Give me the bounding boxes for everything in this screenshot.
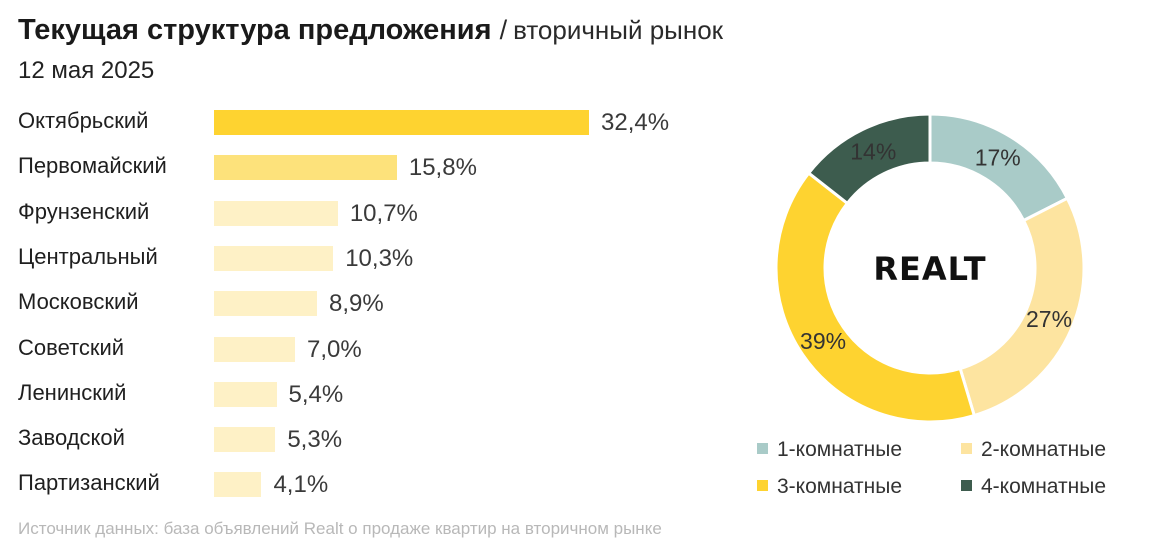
bar — [214, 427, 276, 453]
chart-title: Текущая структура предложения / вторичный … — [18, 14, 723, 47]
bar — [214, 200, 338, 226]
donut-slice-label: 14% — [850, 139, 896, 165]
legend-item: 2-комнатные — [961, 438, 1106, 462]
bar-category-label: Фрунзенский — [18, 198, 150, 224]
bar-value-label: 32,4% — [601, 109, 670, 136]
donut-slice-label: 27% — [1026, 306, 1072, 332]
title-separator: / — [499, 15, 508, 45]
donut-slice — [806, 112, 932, 206]
bar-value-label: 5,4% — [288, 380, 344, 408]
bar — [214, 381, 277, 407]
donut-slice-label: 17% — [975, 145, 1021, 171]
legend-item: 3-комнатные — [757, 475, 902, 499]
bar — [214, 155, 397, 181]
bar-category-label: Советский — [18, 334, 125, 360]
legend-swatch — [757, 443, 768, 454]
bar-value-label: 10,7% — [349, 199, 418, 227]
report-date: 12 мая 2025 — [18, 57, 155, 84]
bar-category-label: Первомайский — [18, 153, 167, 179]
bar-value-label: 15,8% — [408, 154, 477, 182]
bar — [214, 245, 334, 271]
bar-category-label: Ленинский — [18, 379, 127, 405]
bar-category-label: Партизанский — [18, 470, 160, 496]
bar-value-label: 5,3% — [287, 426, 343, 454]
legend-swatch — [961, 480, 972, 491]
donut-slice — [958, 196, 1086, 418]
title-subtitle: вторичный рынок — [513, 15, 724, 45]
bar-category-label: Московский — [18, 289, 139, 315]
legend-label: 2-комнатные — [981, 438, 1107, 461]
legend-swatch — [961, 443, 972, 454]
donut-slice — [774, 170, 977, 424]
district-bar-chart: Октябрьский 32,4% Первомайский 15,8% Фрунзен… — [18, 108, 670, 499]
legend-label: 3-комнатные — [777, 475, 903, 498]
room-count-donut-chart: 17% 27% 39% 14% REALT — [774, 112, 1086, 424]
legend-label: 1-комнатные — [777, 438, 903, 461]
bar-category-label: Заводской — [18, 425, 125, 451]
bar-value-label: 10,3% — [345, 244, 414, 272]
bar — [214, 472, 262, 498]
realt-logo: REALT — [873, 250, 986, 288]
bar-value-label: 7,0% — [307, 335, 362, 363]
bar-value-label: 4,1% — [273, 471, 329, 499]
legend-swatch — [757, 480, 768, 491]
bar — [214, 291, 317, 317]
bar-category-label: Центральный — [18, 243, 158, 269]
bar-value-label: 8,9% — [329, 290, 384, 318]
legend-label: 4-комнатные — [981, 475, 1107, 498]
data-source-note: Источник данных: база объявлений Realt о… — [18, 519, 662, 538]
bar — [214, 110, 589, 135]
bar-category-label: Октябрьский — [18, 108, 149, 133]
legend-item: 4-комнатные — [961, 475, 1106, 499]
legend-item: 1-комнатные — [757, 438, 902, 462]
donut-slice-label: 39% — [800, 328, 846, 354]
title-main: Текущая структура предложения — [18, 14, 492, 46]
bar — [214, 336, 296, 362]
